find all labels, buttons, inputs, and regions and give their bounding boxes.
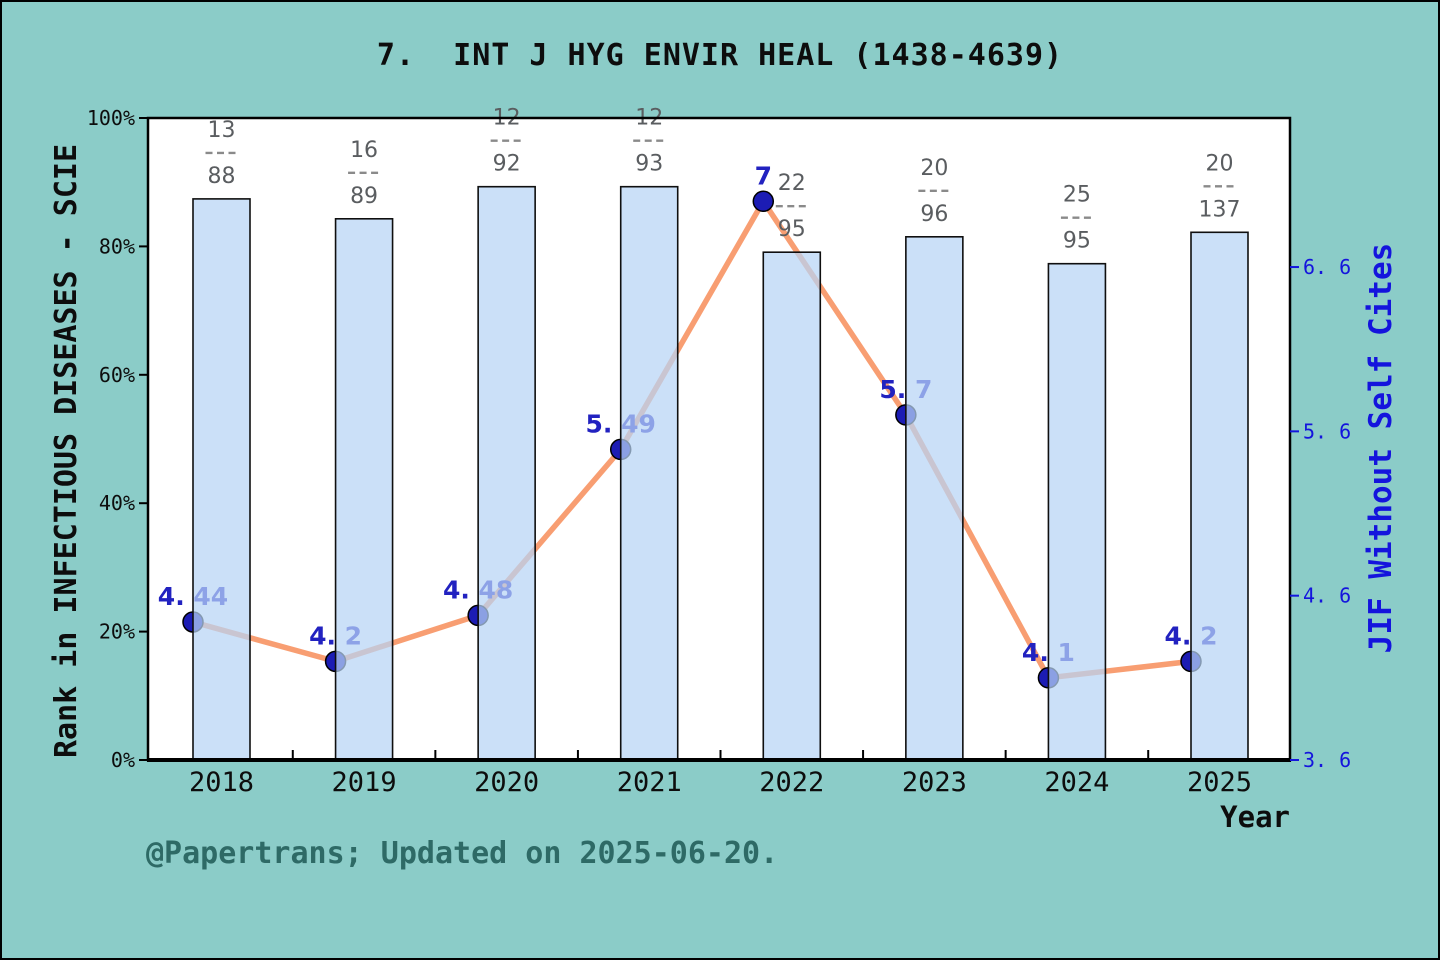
left-tick-label: 0% [111,748,135,772]
right-tick-label: 6. 6 [1303,255,1351,279]
rank-numerator-2024: 25 [1063,183,1091,208]
left-axis-title: Rank in INFECTIOUS DISEASES - SCIE [48,143,84,759]
bar-2020 [477,185,536,761]
x-axis-title: Year [1220,800,1290,834]
bar-2021 [619,185,679,761]
x-tick-label-2021: 2021 [617,767,682,798]
left-tick-label: 80% [99,234,135,258]
left-tick-label: 20% [99,620,135,644]
data-point-2022 [752,190,775,213]
x-tick-label-2018: 2018 [189,767,254,798]
point-label-2022: 7 [755,161,772,190]
right-axis-title: JIF Without Self Cites [1363,242,1399,654]
x-tick-label-2022: 2022 [759,767,824,798]
x-tick-label-2024: 2024 [1044,767,1109,798]
left-tick-label: 60% [99,363,135,387]
footer-credit: @Papertrans; Updated on 2025-06-20. [146,836,779,871]
rank-numerator-2018: 13 [208,118,236,143]
rank-numerator-2025: 20 [1205,151,1233,176]
chart-title: 7. INT J HYG ENVIR HEAL (1438-4639) [376,38,1064,73]
rank-numerator-2023: 20 [920,156,948,181]
left-tick-label: 40% [99,491,135,515]
bar-2023 [905,236,964,761]
x-tick-label-2025: 2025 [1187,767,1252,798]
right-tick-label: 4. 6 [1303,584,1351,608]
right-tick-label: 5. 6 [1303,419,1351,443]
rank-denominator-2019: 89 [350,184,378,209]
x-tick-label-2023: 2023 [902,767,967,798]
rank-denominator-2024: 95 [1063,229,1091,254]
bar-2024 [1047,262,1107,761]
rank-denominator-2023: 96 [920,202,948,227]
rank-denominator-2018: 88 [208,164,236,189]
rank-denominator-2025: 137 [1198,197,1240,222]
bar-2019 [334,218,394,761]
plot-background [148,118,1290,760]
left-tick-label: 100% [87,106,135,130]
rank-denominator-2020: 92 [493,152,521,177]
rank-denominator-2021: 93 [635,152,663,177]
rank-numerator-2022: 22 [778,171,806,196]
rank-denominator-2022: 95 [778,217,806,242]
bar-2018 [192,198,251,761]
x-tick-label-2020: 2020 [474,767,539,798]
bar-2022 [762,251,822,761]
right-tick-label: 3. 6 [1303,748,1351,772]
rank-numerator-2019: 16 [350,138,378,163]
bar-2025 [1190,231,1249,761]
x-tick-label-2019: 2019 [332,767,397,798]
